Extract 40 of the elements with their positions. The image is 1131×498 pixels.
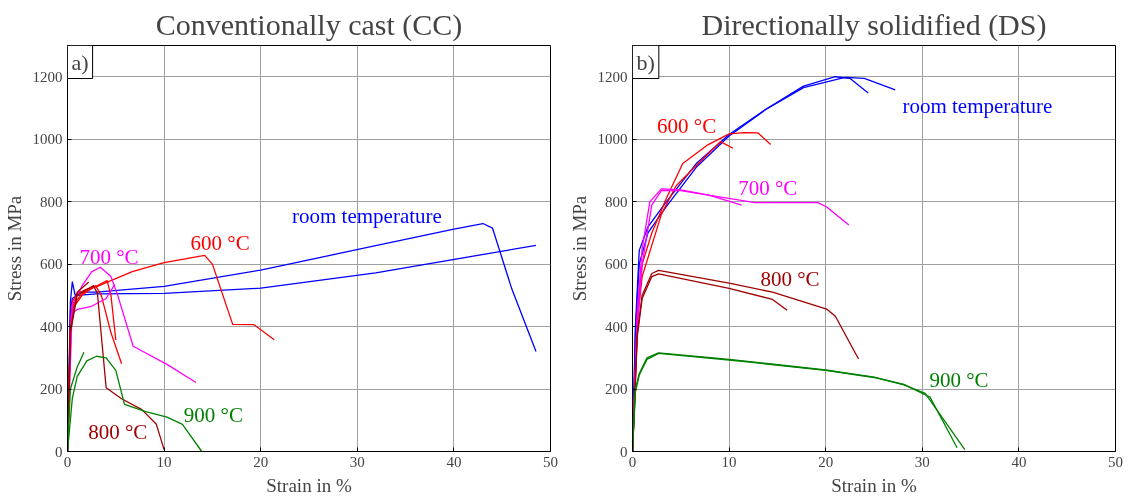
series-label: room temperature [902, 94, 1053, 119]
series-label: room temperature [292, 203, 442, 228]
series-label: 900 °C [183, 402, 243, 427]
series-label: 800 °C [88, 419, 148, 444]
y-axis-title: Stress in MPa [568, 195, 590, 302]
series-label: 700 °C [738, 175, 798, 200]
chart-title: Conventionally cast (CC) [155, 7, 463, 42]
y-tick-label: 1000 [32, 131, 63, 148]
y-tick-label: 1200 [597, 68, 628, 85]
x-tick-label: 10 [721, 453, 737, 470]
y-tick-label: 1000 [597, 131, 628, 148]
x-tick-label: 40 [1011, 453, 1027, 470]
x-axis-title: Strain in % [831, 474, 917, 496]
x-tick-label: 50 [1108, 453, 1123, 470]
x-tick-label: 30 [914, 453, 930, 470]
annotation: a) [71, 49, 89, 75]
series-label: 600 °C [190, 230, 250, 255]
series-label: 700 °C [79, 244, 139, 269]
y-tick-label: 400 [605, 318, 628, 335]
x-tick-label: 20 [818, 453, 834, 470]
annotation: b) [636, 49, 655, 75]
y-tick-label: 600 [605, 256, 628, 273]
y-tick-label: 800 [40, 193, 63, 210]
x-tick-label: 40 [446, 453, 462, 470]
y-tick-label: 800 [605, 193, 628, 210]
series-label: 900 °C [929, 367, 989, 392]
x-axis-title: Strain in % [266, 474, 352, 496]
y-tick-label: 400 [40, 318, 63, 335]
x-tick-label: 50 [543, 453, 558, 470]
x-tick-label: 10 [156, 453, 172, 470]
y-tick-label: 200 [605, 381, 628, 398]
series-label: 800 °C [760, 266, 820, 291]
x-tick-label: 20 [253, 453, 269, 470]
y-tick-label: 1200 [32, 68, 63, 85]
y-tick-label: 200 [40, 381, 63, 398]
x-tick-label: 30 [349, 453, 365, 470]
series-label: 600 °C [657, 113, 717, 138]
y-tick-label: 600 [40, 256, 63, 273]
y-axis-title: Stress in MPa [3, 195, 25, 302]
chart-title: Directionally solidified (DS) [701, 7, 1047, 42]
